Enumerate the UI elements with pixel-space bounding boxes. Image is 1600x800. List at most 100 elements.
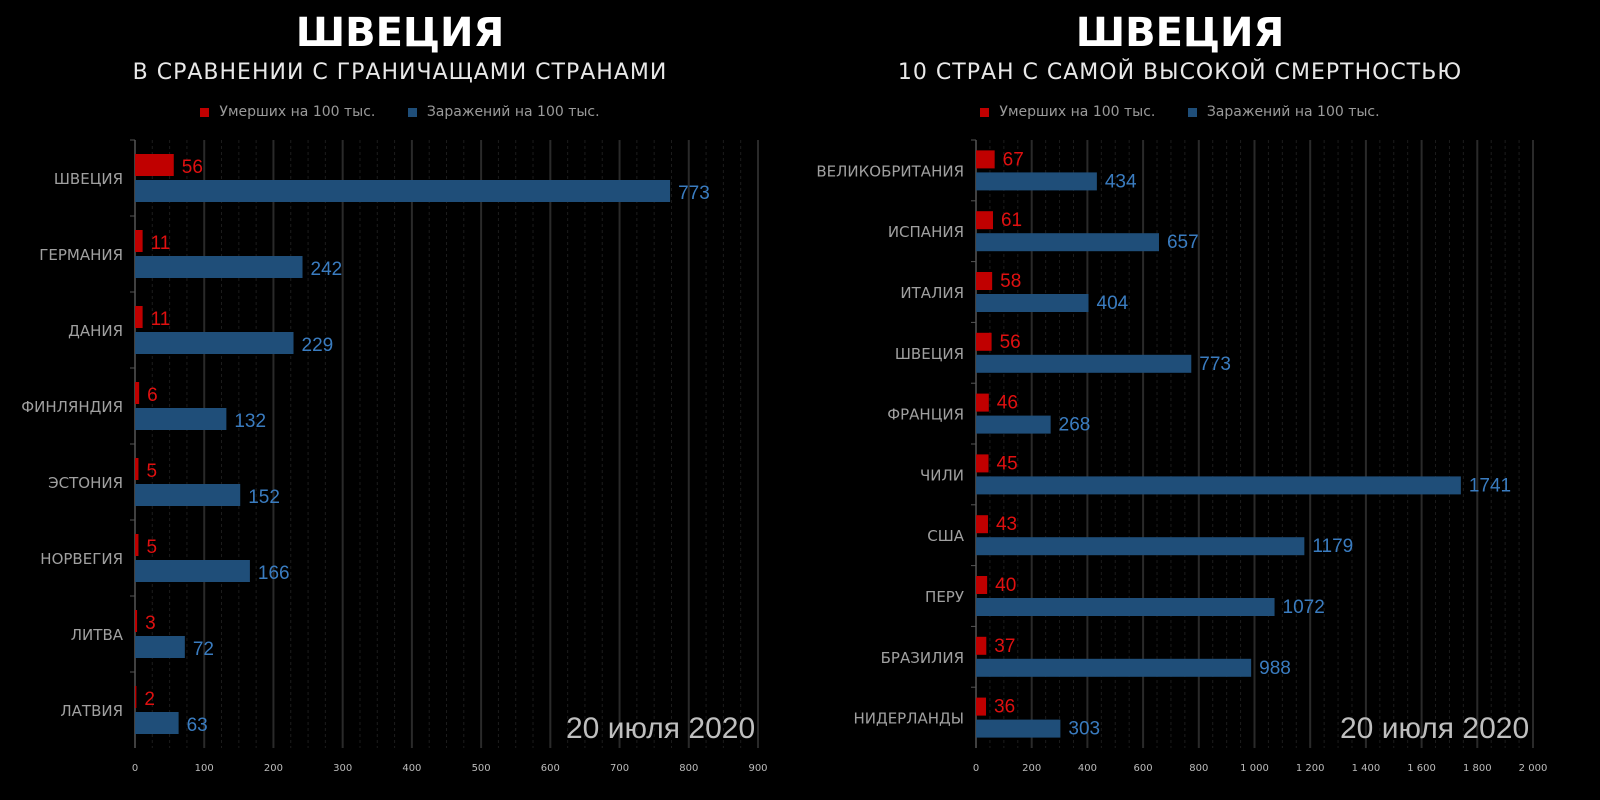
- category-label: ГЕРМАНИЯ: [39, 246, 123, 264]
- bar-deaths: [135, 306, 143, 328]
- data-label-cases: 1741: [1469, 475, 1511, 496]
- tick-label: 800: [679, 763, 698, 774]
- tick-label: 0: [132, 763, 138, 774]
- data-label-deaths: 6: [147, 385, 158, 406]
- tick-label: 300: [333, 763, 352, 774]
- tick-label: 1 200: [1296, 763, 1325, 774]
- bar-deaths: [976, 272, 993, 290]
- tick-label: 400: [1078, 763, 1097, 774]
- bar-deaths: [135, 230, 143, 252]
- tick-label: 600: [541, 763, 560, 774]
- tick-label: 1 600: [1407, 763, 1436, 774]
- chart-right: ШВЕЦИЯ 10 СТРАН С САМОЙ ВЫСОКОЙ СМЕРТНОС…: [800, 0, 1600, 800]
- tick-label: 900: [748, 763, 767, 774]
- bar-cases: [135, 256, 303, 278]
- category-label: ЛИТВА: [71, 626, 124, 644]
- tick-label: 1 400: [1352, 763, 1381, 774]
- bar-cases: [976, 172, 1097, 191]
- plot-area: 0 100 200 300 400 500 600 700 800 900ШВЕЦИЯ56773Г…: [21, 139, 768, 774]
- data-label-deaths: 2: [144, 689, 155, 710]
- bar-cases: [135, 332, 294, 354]
- bar-cases: [976, 537, 1305, 556]
- legend: Умерших на 100 тыс. Заражений на 100 тыс…: [780, 104, 1580, 120]
- data-label-deaths: 67: [1003, 149, 1024, 170]
- data-label-deaths: 5: [146, 537, 157, 558]
- bar-cases: [135, 408, 227, 430]
- chart-title: ШВЕЦИЯ: [1075, 10, 1285, 56]
- legend-label: Заражений на 100 тыс.: [426, 104, 600, 120]
- bar-deaths: [976, 697, 987, 716]
- data-label-deaths: 56: [182, 157, 203, 178]
- data-label-deaths: 11: [151, 309, 171, 330]
- data-label-deaths: 46: [997, 393, 1018, 414]
- data-label-cases: 303: [1068, 719, 1100, 740]
- data-label-cases: 268: [1059, 415, 1091, 436]
- data-label-cases: 988: [1259, 658, 1291, 679]
- bar-deaths: [976, 150, 995, 169]
- data-label-cases: 132: [234, 411, 266, 432]
- bar-deaths: [976, 636, 987, 655]
- data-label-cases: 1179: [1312, 536, 1353, 557]
- category-label: ЭСТОНИЯ: [48, 474, 123, 492]
- data-label-cases: 404: [1097, 293, 1129, 314]
- bar-deaths: [976, 211, 993, 230]
- data-label-cases: 773: [1199, 354, 1231, 375]
- data-label-cases: 63: [187, 715, 208, 736]
- tick-label: 400: [402, 763, 421, 774]
- category-label: ФИНЛЯНДИЯ: [21, 398, 123, 416]
- data-label-deaths: 40: [995, 575, 1016, 596]
- data-label-deaths: 58: [1000, 271, 1021, 292]
- data-label-deaths: 45: [997, 453, 1018, 474]
- data-label-deaths: 3: [145, 613, 156, 634]
- category-label: ИСПАНИЯ: [888, 223, 964, 241]
- tick-label: 2 000: [1519, 763, 1548, 774]
- legend-swatch: [407, 107, 417, 117]
- data-label-deaths: 36: [994, 697, 1015, 718]
- category-label: ШВЕЦИЯ: [54, 170, 123, 188]
- category-label: США: [927, 527, 965, 545]
- legend-cases: Заражений на 100 тыс.: [407, 104, 600, 120]
- bar-deaths: [135, 154, 174, 176]
- data-label-cases: 773: [678, 183, 710, 204]
- category-label: БРАЗИЛИЯ: [881, 649, 964, 667]
- data-label-deaths: 11: [151, 233, 171, 254]
- bar-cases: [976, 658, 1252, 677]
- category-label: ПЕРУ: [925, 588, 964, 606]
- data-label-deaths: 5: [146, 461, 157, 482]
- data-label-cases: 72: [193, 639, 214, 660]
- data-label-cases: 657: [1167, 232, 1199, 253]
- legend-deaths: Умерших на 100 тыс.: [200, 104, 375, 120]
- category-label: НОРВЕГИЯ: [40, 550, 123, 568]
- tick-label: 0: [973, 763, 979, 774]
- bar-deaths: [976, 576, 988, 594]
- data-label-deaths: 61: [1001, 210, 1022, 231]
- bar-deaths: [135, 382, 140, 404]
- category-label: ШВЕЦИЯ: [895, 345, 964, 363]
- tick-label: 1 800: [1463, 763, 1492, 774]
- date-annotation: 20 июля 2020: [1340, 712, 1530, 745]
- data-label-cases: 242: [311, 259, 343, 280]
- data-label-cases: 152: [248, 487, 280, 508]
- tick-label: 200: [264, 763, 283, 774]
- bar-cases: [976, 476, 1461, 495]
- bar-cases: [976, 294, 1089, 312]
- bar-cases: [135, 484, 241, 506]
- legend-swatch: [200, 107, 210, 117]
- data-label-deaths: 37: [994, 636, 1015, 657]
- data-label-deaths: 43: [996, 514, 1017, 535]
- bar-deaths: [976, 393, 989, 412]
- bar-cases: [135, 560, 250, 582]
- legend-label: Умерших на 100 тыс.: [999, 104, 1156, 120]
- bar-deaths: [135, 534, 139, 556]
- data-label-cases: 166: [258, 563, 290, 584]
- bar-cases: [976, 233, 1159, 252]
- tick-label: 700: [610, 763, 629, 774]
- bar-deaths: [976, 332, 992, 351]
- bar-deaths: [135, 458, 139, 480]
- date-annotation: 20 июля 2020: [566, 712, 756, 745]
- data-label-cases: 434: [1105, 171, 1137, 192]
- data-label-cases: 1072: [1283, 597, 1325, 618]
- tick-label: 100: [195, 763, 214, 774]
- data-label-deaths: 56: [1000, 332, 1021, 353]
- category-label: ФРАНЦИЯ: [887, 406, 964, 424]
